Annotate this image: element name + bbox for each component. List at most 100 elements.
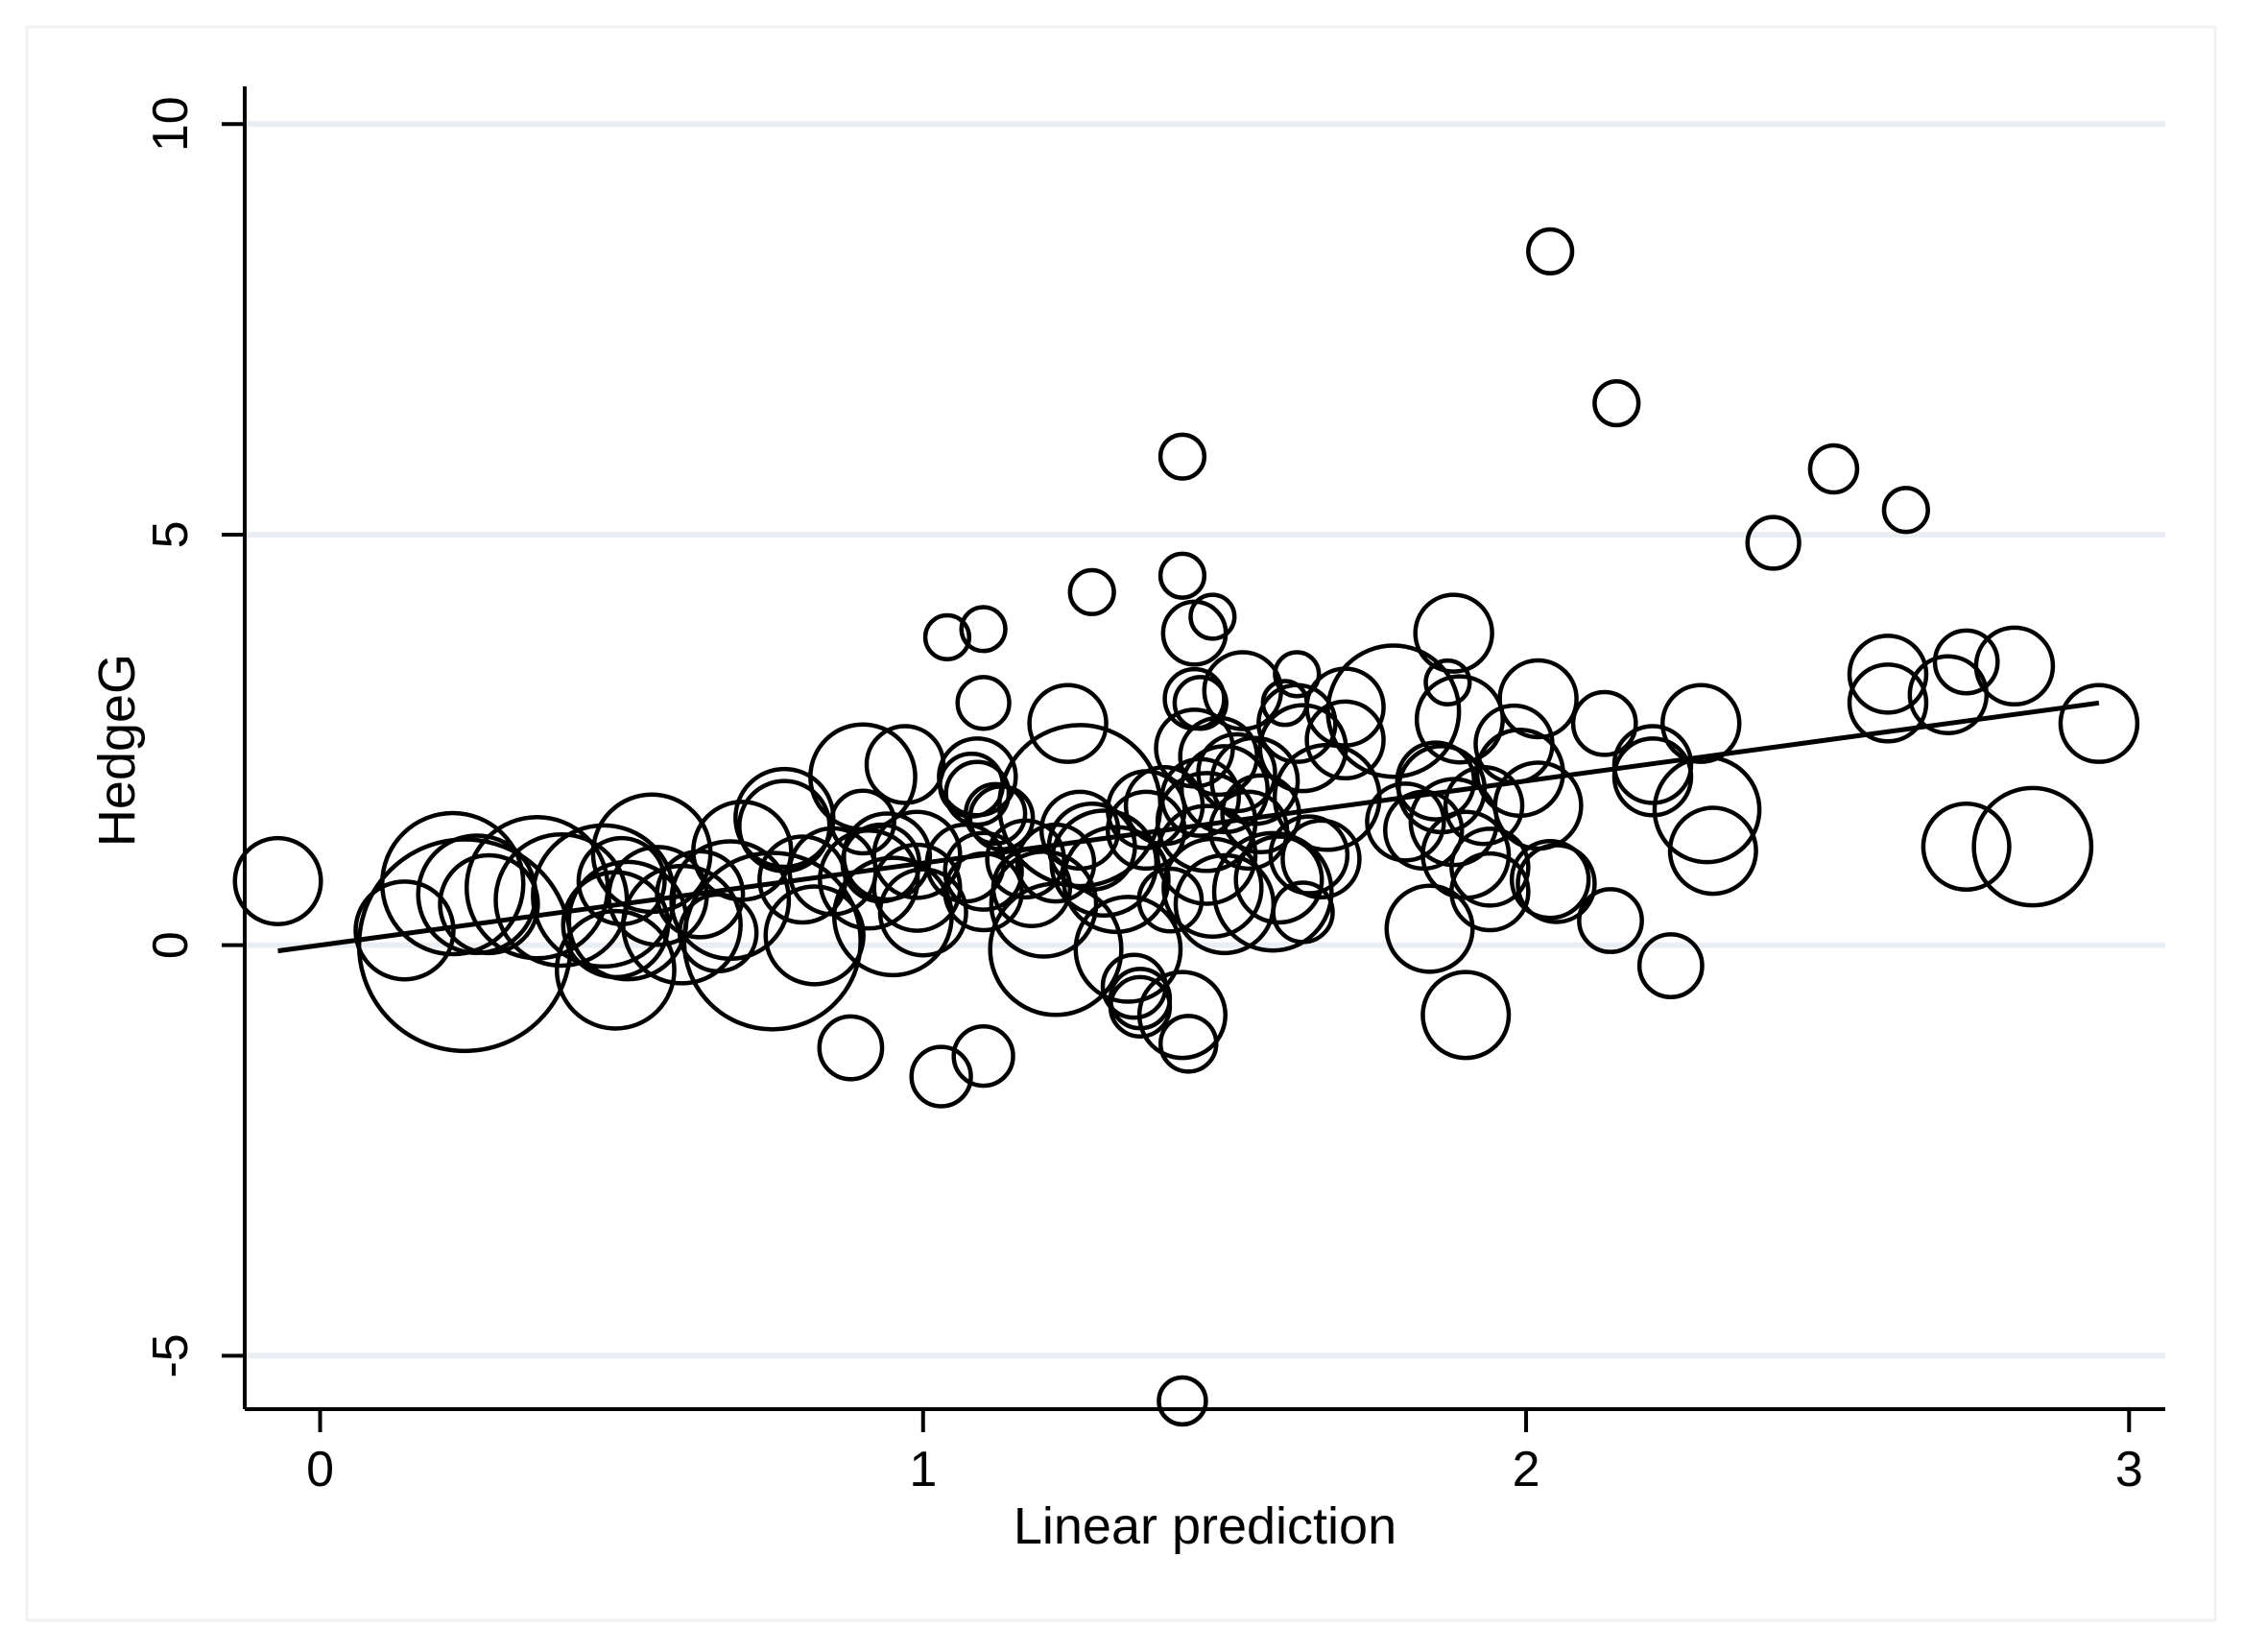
data-point <box>989 850 1099 959</box>
data-point <box>1667 805 1758 897</box>
data-point <box>232 835 323 926</box>
data-point <box>1157 1375 1208 1427</box>
data-point <box>1365 781 1446 863</box>
data-point <box>937 736 1018 818</box>
data-point <box>829 788 896 856</box>
data-point <box>817 1014 885 1082</box>
data-point <box>1027 682 1109 764</box>
data-point <box>1073 895 1183 1004</box>
data-point <box>356 837 573 1054</box>
data-point <box>763 884 866 987</box>
data-points <box>232 227 2140 1427</box>
data-point <box>877 867 968 958</box>
data-point <box>1136 866 1205 934</box>
data-point <box>1256 682 1338 764</box>
y-tick-label: 10 <box>143 96 199 152</box>
data-point <box>1414 674 1505 765</box>
data-point <box>1271 880 1335 945</box>
data-point <box>1272 742 1382 852</box>
data-point <box>1881 486 1930 535</box>
data-point <box>1413 592 1494 674</box>
y-tick-label: 5 <box>143 520 199 548</box>
fit-line-group <box>277 700 2100 954</box>
data-point <box>1420 970 1512 1061</box>
data-point <box>1660 682 1742 764</box>
data-point <box>1570 689 1638 757</box>
x-tick-label: 2 <box>1513 1442 1540 1497</box>
data-point <box>1636 932 1705 999</box>
data-point <box>1971 785 2094 908</box>
data-point <box>1973 625 2056 707</box>
x-axis-title: Linear prediction <box>1014 1497 1396 1555</box>
data-point <box>1155 803 1258 906</box>
data-point <box>1157 551 1207 600</box>
data-point <box>2058 682 2140 764</box>
data-point <box>1067 567 1116 616</box>
data-point <box>871 809 963 900</box>
data-point <box>1108 974 1173 1039</box>
data-point <box>964 781 1028 846</box>
data-point <box>1211 830 1334 953</box>
data-point <box>1384 883 1475 974</box>
data-point <box>1847 634 1929 715</box>
data-point <box>353 879 456 982</box>
data-point <box>864 724 946 805</box>
data-point <box>380 810 526 957</box>
data-point <box>1423 658 1472 707</box>
data-point <box>1449 826 1531 908</box>
data-point <box>909 1044 973 1109</box>
data-point <box>1172 675 1229 731</box>
tick-labels: 0 1 2 3 -5 0 5 10 <box>143 96 2143 1497</box>
data-point <box>955 675 1012 731</box>
data-point <box>1526 227 1575 275</box>
data-point <box>1233 834 1324 925</box>
data-point <box>1449 850 1531 933</box>
data-point <box>943 759 1012 827</box>
data-point <box>1136 970 1228 1061</box>
figure-border <box>25 25 2217 1622</box>
data-point <box>1280 818 1362 900</box>
data-point <box>691 800 794 902</box>
data-point <box>554 908 677 1031</box>
axes <box>243 86 2165 1411</box>
data-point <box>1273 650 1322 699</box>
fit-line <box>277 700 2100 954</box>
data-point <box>1304 699 1386 781</box>
data-point <box>1592 378 1641 428</box>
data-point <box>438 852 540 956</box>
data-point <box>922 612 972 661</box>
data-point <box>1745 515 1802 571</box>
data-point <box>1577 887 1644 954</box>
data-point <box>669 839 792 962</box>
data-point <box>1847 662 1929 744</box>
data-point <box>1932 628 2000 696</box>
x-tick-label: 0 <box>306 1442 334 1497</box>
data-point <box>1509 838 1591 921</box>
data-point <box>1061 825 1171 935</box>
data-point <box>1921 801 2012 893</box>
data-point <box>1807 443 1860 495</box>
data-point <box>1157 432 1207 481</box>
x-tick-label: 1 <box>909 1442 937 1497</box>
data-point <box>1157 1014 1219 1074</box>
x-tick-label: 3 <box>2115 1442 2143 1497</box>
data-point <box>985 818 1066 900</box>
data-point <box>1497 658 1579 740</box>
data-point <box>1038 789 1121 872</box>
data-point <box>951 1023 1015 1089</box>
y-axis-title: HedgeG <box>88 654 146 847</box>
data-point <box>1395 740 1477 822</box>
y-tick-label: -5 <box>143 1333 199 1377</box>
data-point <box>1179 744 1270 835</box>
data-point <box>842 811 933 902</box>
data-point <box>1188 592 1237 641</box>
data-point <box>959 605 1008 654</box>
data-point <box>681 850 863 1032</box>
data-point <box>1209 735 1300 826</box>
data-point <box>1196 731 1277 814</box>
data-point <box>943 830 1024 912</box>
data-point <box>1515 843 1597 924</box>
data-point <box>737 778 832 874</box>
data-point <box>1325 643 1462 779</box>
